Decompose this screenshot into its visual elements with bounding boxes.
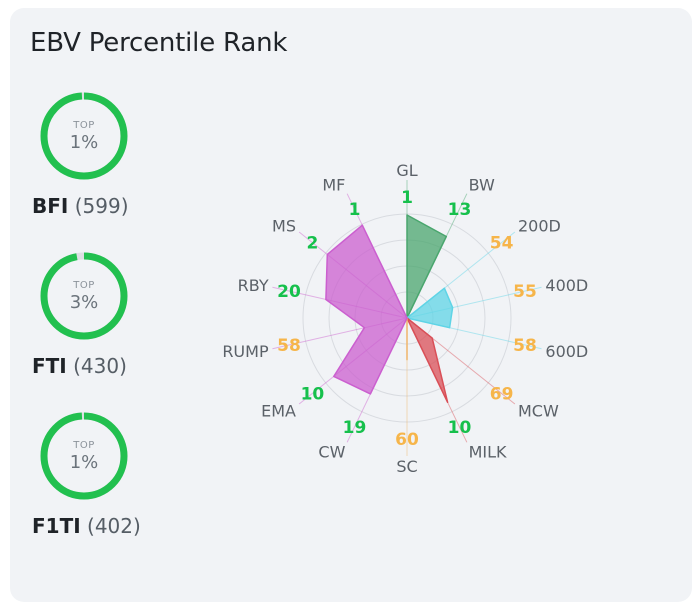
radar-axis-label: MCW <box>518 401 559 420</box>
radar-value-label: 2 <box>306 234 318 254</box>
radar-grid-ring <box>302 213 512 423</box>
radar-axis-label: MF <box>322 176 345 195</box>
percentile-ring <box>40 252 128 340</box>
radar-area <box>406 214 448 319</box>
index-count: (599) <box>74 194 129 218</box>
radar-area <box>325 224 408 395</box>
radar-value-label: 20 <box>277 282 301 302</box>
ring-top-label: TOP <box>73 119 95 131</box>
radar-value-label: 54 <box>490 234 514 254</box>
radar-axis-label: EMA <box>261 401 296 420</box>
radar-value-label: 1 <box>401 188 413 208</box>
radar-axis-label: CW <box>318 442 345 461</box>
radar-value-label: 1 <box>349 200 361 220</box>
radar-axis-label: RBY <box>238 276 269 295</box>
ring-percent: 1% <box>69 451 99 473</box>
card-title: EBV Percentile Rank <box>30 28 288 58</box>
radar-value-label: 58 <box>277 336 301 356</box>
radar-axis-label: GL <box>396 161 417 180</box>
index-name: FTI <box>32 354 67 378</box>
percentile-ring <box>40 412 128 500</box>
radar-area <box>406 287 454 329</box>
radar-axis-label: MS <box>272 217 296 236</box>
radar-value-label: 13 <box>448 200 472 220</box>
radar-axis-label: 400D <box>545 276 588 295</box>
index-count: (402) <box>87 514 141 538</box>
percentile-ring <box>40 92 128 180</box>
radar-value-label: 10 <box>448 418 472 438</box>
radar-value-label: 58 <box>513 336 537 356</box>
radar-axis-label: 200D <box>518 217 561 236</box>
radar-axis-label: MILK <box>469 442 507 461</box>
ring-percent: 1% <box>69 131 99 153</box>
index-count: (430) <box>73 354 127 378</box>
ring-top-label: TOP <box>73 279 95 291</box>
ring-top-label: TOP <box>73 439 95 451</box>
radar-value-label: 10 <box>301 384 325 404</box>
radar-axis-label: SC <box>396 457 417 476</box>
ebv-percentile-card: EBV Percentile Rank TOP 1% BFI (599) TOP… <box>10 8 692 602</box>
index-name: BFI <box>32 194 69 218</box>
radar-axis-label: RUMP <box>222 342 269 361</box>
radar-axis-label: BW <box>469 176 495 195</box>
ring-percent: 3% <box>69 291 99 313</box>
radar-area <box>406 317 449 404</box>
radar-value-label: 60 <box>395 430 419 450</box>
radar-axis-label: 600D <box>545 342 588 361</box>
radar-value-label: 19 <box>343 418 367 438</box>
index-name: F1TI <box>32 514 81 538</box>
radar-value-label: 69 <box>490 384 514 404</box>
radar-value-label: 55 <box>513 282 537 302</box>
